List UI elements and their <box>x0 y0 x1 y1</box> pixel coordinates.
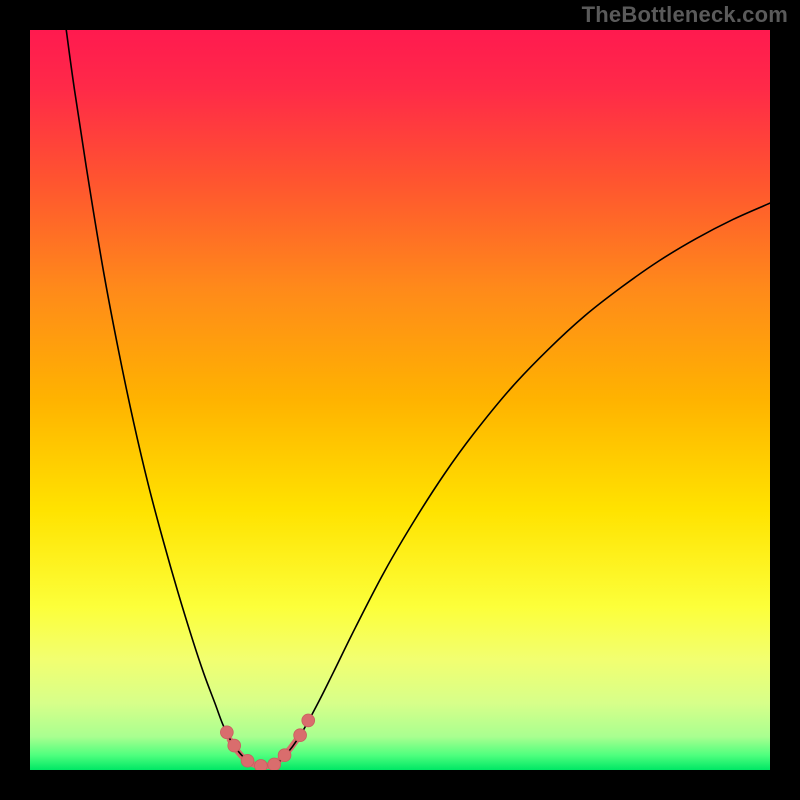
trough-marker <box>241 754 254 767</box>
trough-marker <box>268 758 281 771</box>
chart-stage: TheBottleneck.com <box>0 0 800 800</box>
plot-area <box>30 30 770 772</box>
trough-marker <box>220 726 233 739</box>
trough-marker <box>228 739 241 752</box>
trough-marker <box>302 714 315 727</box>
plot-gradient-background <box>30 30 770 770</box>
chart-svg <box>0 0 800 800</box>
trough-marker <box>294 729 307 742</box>
trough-marker <box>278 749 291 762</box>
